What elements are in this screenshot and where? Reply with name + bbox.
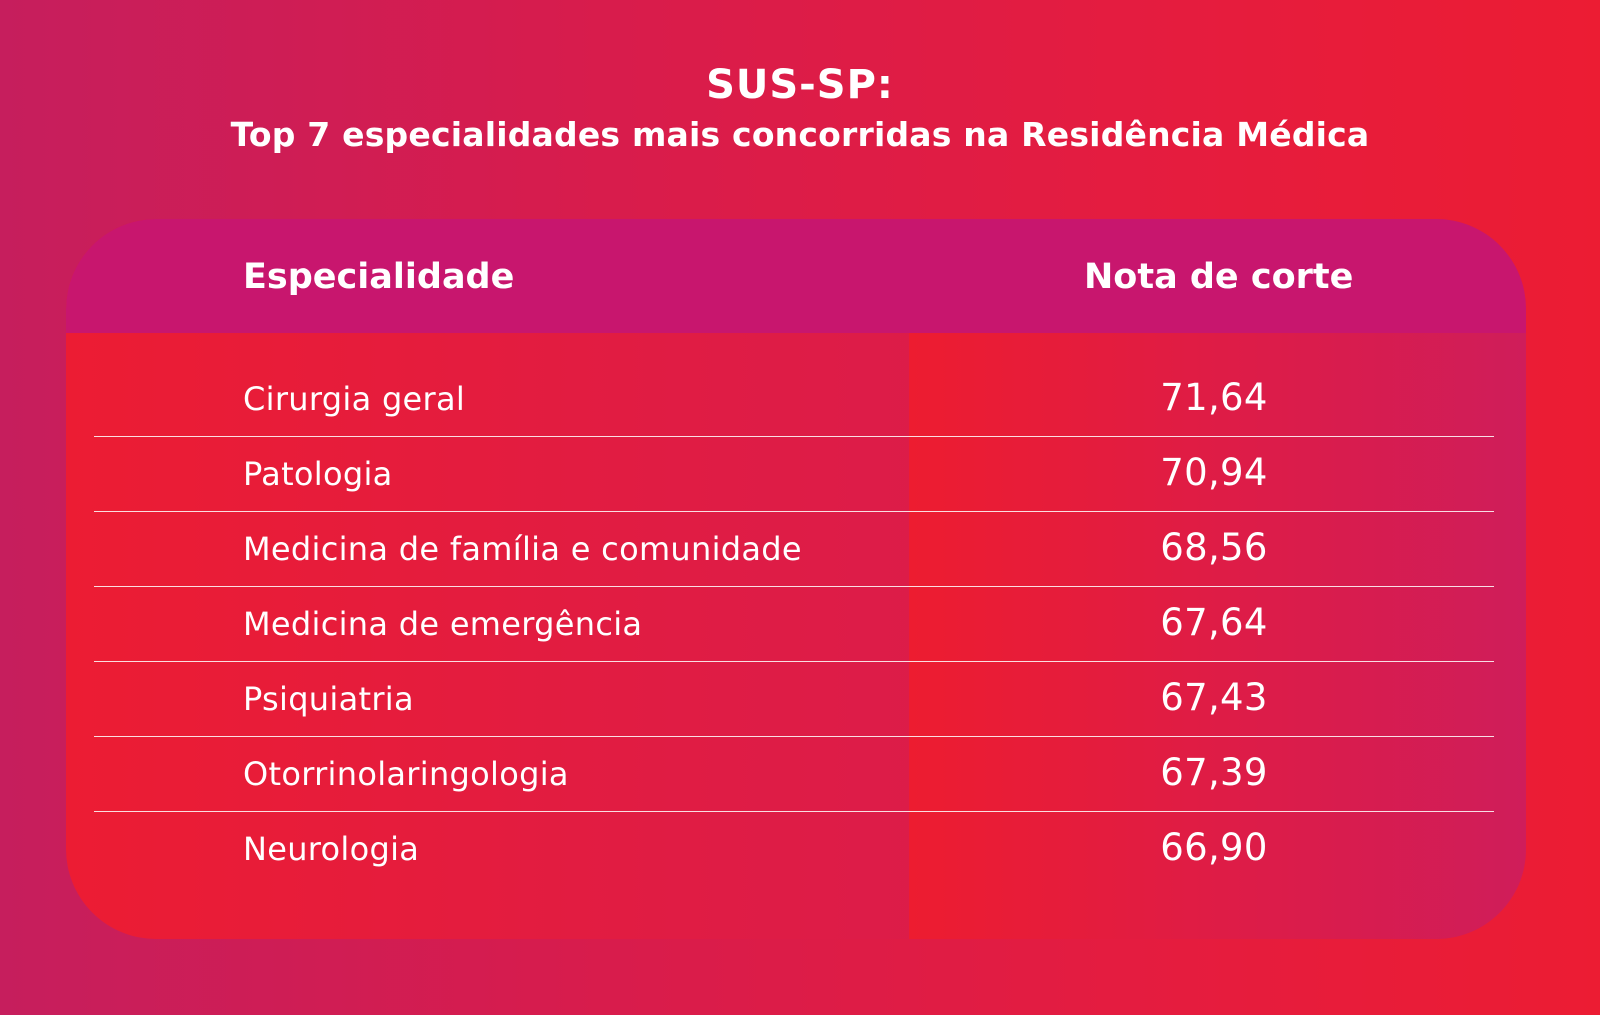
cell-especialidade: Medicina de emergência (243, 605, 643, 643)
table-row: Psiquiatria 67,43 (94, 661, 1494, 737)
table-row: Neurologia 66,90 (94, 811, 1494, 887)
cell-especialidade: Otorrinolaringologia (243, 755, 569, 793)
cell-nota-de-corte: 68,56 (1160, 526, 1268, 569)
cell-especialidade: Neurologia (243, 830, 420, 868)
title-block: SUS-SP: Top 7 especialidades mais concor… (0, 58, 1600, 158)
row-divider (94, 435, 1494, 437)
table-header: Especialidade Nota de corte (66, 219, 1526, 333)
cell-nota-de-corte: 70,94 (1160, 451, 1268, 494)
cell-especialidade: Medicina de família e comunidade (243, 530, 802, 568)
column-header-especialidade: Especialidade (243, 257, 515, 297)
value-column-background (909, 333, 1526, 939)
cell-especialidade: Patologia (243, 455, 393, 493)
table-row: Medicina de emergência 67,64 (94, 586, 1494, 662)
cell-especialidade: Cirurgia geral (243, 380, 466, 418)
table-row: Cirurgia geral 71,64 (94, 361, 1494, 437)
cell-nota-de-corte: 67,43 (1160, 676, 1268, 719)
chart-title: SUS-SP: (706, 62, 894, 108)
row-divider (94, 810, 1494, 812)
table-row: Patologia 70,94 (94, 436, 1494, 512)
row-divider (94, 510, 1494, 512)
table-card: Especialidade Nota de corte Cirurgia ger… (66, 219, 1526, 939)
column-header-nota-de-corte: Nota de corte (1084, 257, 1354, 297)
chart-subtitle: Top 7 especialidades mais concorridas na… (230, 115, 1370, 154)
table-row: Medicina de família e comunidade 68,56 (94, 511, 1494, 587)
cell-nota-de-corte: 71,64 (1160, 376, 1268, 419)
row-divider (94, 735, 1494, 737)
cell-especialidade: Psiquiatria (243, 680, 414, 718)
table-body: Cirurgia geral 71,64 Patologia 70,94 Medicin… (66, 333, 1526, 939)
cell-nota-de-corte: 67,64 (1160, 601, 1268, 644)
row-divider (94, 660, 1494, 662)
cell-nota-de-corte: 67,39 (1160, 751, 1268, 794)
table-row: Otorrinolaringologia 67,39 (94, 736, 1494, 812)
row-divider (94, 585, 1494, 587)
cell-nota-de-corte: 66,90 (1160, 826, 1268, 869)
